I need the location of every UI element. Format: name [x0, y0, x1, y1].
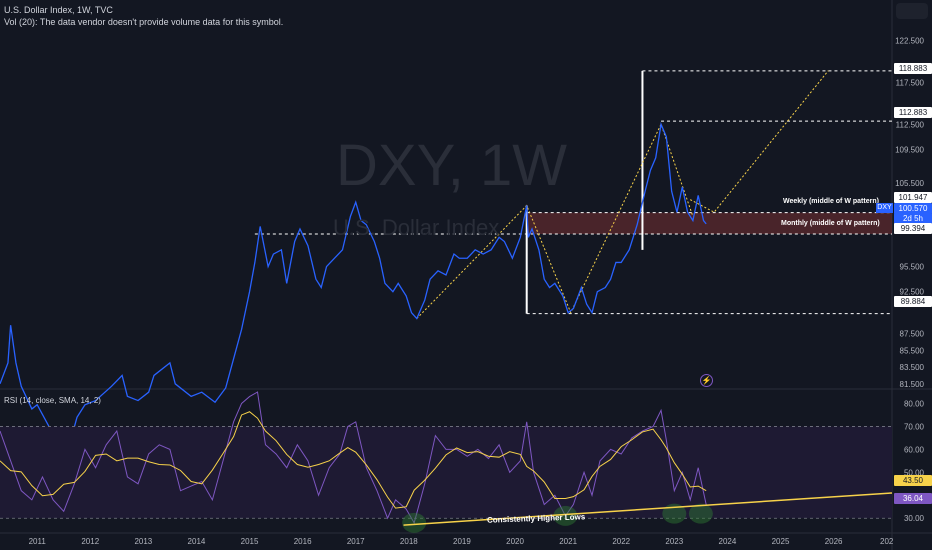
- time-tick: 2015: [241, 537, 259, 546]
- chart-title: U.S. Dollar Index, 1W, TVC: [4, 5, 113, 15]
- rsi-tick: 80.00: [904, 399, 925, 408]
- tag-118: 118.883: [894, 63, 932, 74]
- tag-99: 99.394: [894, 223, 932, 234]
- price-series-line: [0, 121, 707, 448]
- time-tick: 202: [880, 537, 894, 546]
- rsi-low-circle: [688, 503, 713, 524]
- tag-current: 100.570: [894, 203, 932, 214]
- rsi-tick: 60.00: [904, 445, 925, 454]
- time-tick: 2012: [81, 537, 99, 546]
- price-tick: 83.500: [900, 363, 925, 372]
- volume-note: Vol (20): The data vendor doesn't provid…: [4, 17, 284, 27]
- top-right-button[interactable]: [896, 3, 928, 19]
- time-tick: 2013: [134, 537, 152, 546]
- rsi-tick: 70.00: [904, 422, 925, 431]
- price-tick: 85.500: [900, 346, 925, 355]
- tag-countdown: 2d 5h: [894, 213, 932, 224]
- price-tick: 112.500: [896, 120, 925, 129]
- price-tick: 105.500: [895, 179, 924, 188]
- tag-89: 89.884: [894, 296, 932, 307]
- price-tick: 92.500: [900, 288, 925, 297]
- rsi-line: [0, 391, 707, 525]
- monthly-annotation: Monthly (middle of W pattern): [781, 220, 880, 227]
- time-tick: 2023: [665, 537, 683, 546]
- time-tick: 2018: [400, 537, 418, 546]
- price-tick: 109.500: [895, 145, 924, 154]
- price-tick: 81.500: [900, 380, 925, 389]
- weekly-annotation: Weekly (middle of W pattern): [783, 198, 879, 205]
- time-tick: 2025: [772, 537, 790, 546]
- time-tick: 2016: [294, 537, 312, 546]
- time-tick: 2021: [559, 537, 577, 546]
- projection-line: [690, 70, 829, 213]
- tag-rsi: 36.04: [894, 493, 932, 504]
- rsi-tick: 30.00: [904, 514, 925, 523]
- rsi-low-circle: [553, 505, 578, 526]
- rsi-low-circle: [662, 503, 687, 524]
- tag-101: 101.947: [894, 192, 932, 203]
- watermark-name: U.S. Dollar Index: [333, 215, 500, 240]
- time-tick: 2020: [506, 537, 524, 546]
- time-tick: 2026: [825, 537, 843, 546]
- tag-112: 112.883: [894, 107, 932, 118]
- tag-rsi-sma: 43.50: [894, 475, 932, 486]
- flash-icon[interactable]: ⚡: [700, 374, 713, 387]
- time-tick: 2017: [347, 537, 365, 546]
- price-tick: 117.500: [896, 78, 925, 87]
- rsi-sma-line: [0, 411, 707, 509]
- tag-symbol: DXY: [876, 203, 893, 213]
- time-tick: 2019: [453, 537, 471, 546]
- rsi-band: [0, 426, 892, 519]
- time-tick: 2011: [29, 537, 47, 546]
- price-tick: 95.500: [900, 263, 925, 272]
- time-tick: 2014: [188, 537, 206, 546]
- weekly-zone: [526, 212, 892, 235]
- watermark-symbol: DXY, 1W: [336, 133, 568, 198]
- rsi-low-circle: [402, 512, 427, 533]
- w-pattern-line: [416, 122, 694, 319]
- time-tick: 2024: [719, 537, 737, 546]
- price-tick: 87.500: [900, 330, 925, 339]
- rsi-label: RSI (14, close, SMA, 14, 2): [4, 396, 101, 405]
- rsi-tick: 50.00: [904, 468, 925, 477]
- price-tick: 122.500: [895, 37, 924, 46]
- rsi-trendline: [403, 492, 893, 526]
- time-tick: 2022: [612, 537, 630, 546]
